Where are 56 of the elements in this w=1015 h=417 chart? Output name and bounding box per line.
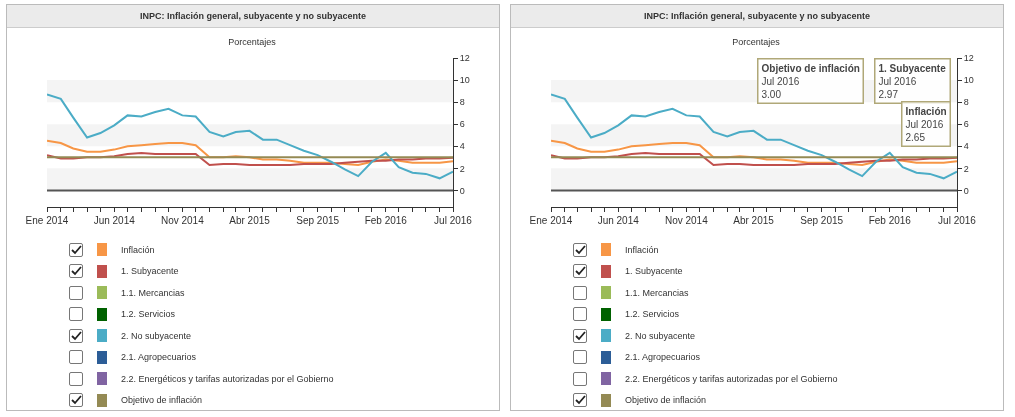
y-tick-label: 10 [459,75,470,86]
legend-label: 2.1. Agropecuarios [121,352,197,363]
legend-label: 2. No subyacente [625,330,696,341]
y-tick-label: 2 [963,163,969,174]
line-series [551,151,957,167]
line-series [47,139,453,167]
x-tick-label: Jul 2016 [938,215,977,226]
legend-label: Objetivo de inflación [121,395,203,406]
x-tick-label: Jul 2016 [434,215,473,226]
chart-title: INPC: Inflación general, subyacente y no subyacente [511,5,1003,28]
legend-label: 2.1. Agropecuarios [625,352,701,363]
y-tick-label: 6 [459,119,465,130]
y-tick-label: 2 [459,163,465,174]
y-tick-label: 10 [963,75,974,86]
annotation: 1. Subyacente Jul 2016 2.97 [878,62,947,100]
x-tick-label: Abr 2015 [229,215,271,226]
legend-label: 1.1. Mercancias [625,287,689,298]
annotation: Inflación Jul 2016 2.65 [905,105,947,143]
y-tick-label: 8 [963,97,969,108]
chart-subtitle: Porcentajes [228,36,277,47]
legend-label: 1. Subyacente [625,266,683,277]
legend-label: Objetivo de inflación [625,395,707,406]
y-tick-label: 0 [963,185,969,196]
y-tick-label: 12 [459,53,470,64]
x-tick-label: Nov 2014 [664,215,709,226]
legend-label: 1.1. Mercancias [121,287,185,298]
legend-label: Inflación [625,244,659,255]
legend-label: 1.2. Servicios [625,309,680,320]
y-tick-label: 12 [963,53,974,64]
y-tick-label: 6 [963,119,969,130]
x-tick-label: Nov 2014 [160,215,205,226]
x-tick-label: Abr 2015 [733,215,775,226]
y-tick-label: 0 [459,185,465,196]
chart-subtitle: Porcentajes [732,36,781,47]
x-tick-label: Jun 2014 [597,215,640,226]
legend-label: 2. No subyacente [121,330,192,341]
chart-title: INPC: Inflación general, subyacente y no subyacente [7,5,499,28]
x-tick-label: Sep 2015 [296,215,340,226]
legend-label: 2.2. Energéticos y tarifas autorizadas por el Gobierno [625,373,838,384]
annotation: Objetivo de inflación Jul 2016 3.00 [761,62,860,100]
y-tick-label: 4 [459,141,465,152]
line-series [47,93,453,180]
x-tick-label: Feb 2016 [364,215,408,226]
legend-label: 1. Subyacente [121,266,179,277]
legend-label: Inflación [121,244,155,255]
x-tick-label: Ene 2014 [529,215,573,226]
y-tick-label: 8 [459,97,465,108]
y-tick-label: 4 [963,141,969,152]
legend-label: 2.2. Energéticos y tarifas autorizadas por el Gobierno [121,373,334,384]
x-tick-label: Jun 2014 [93,215,136,226]
x-tick-label: Ene 2014 [25,215,69,226]
line-series [47,151,453,167]
x-tick-label: Sep 2015 [800,215,844,226]
legend-label: 1.2. Servicios [121,309,176,320]
x-tick-label: Feb 2016 [868,215,912,226]
line-series [551,139,957,167]
